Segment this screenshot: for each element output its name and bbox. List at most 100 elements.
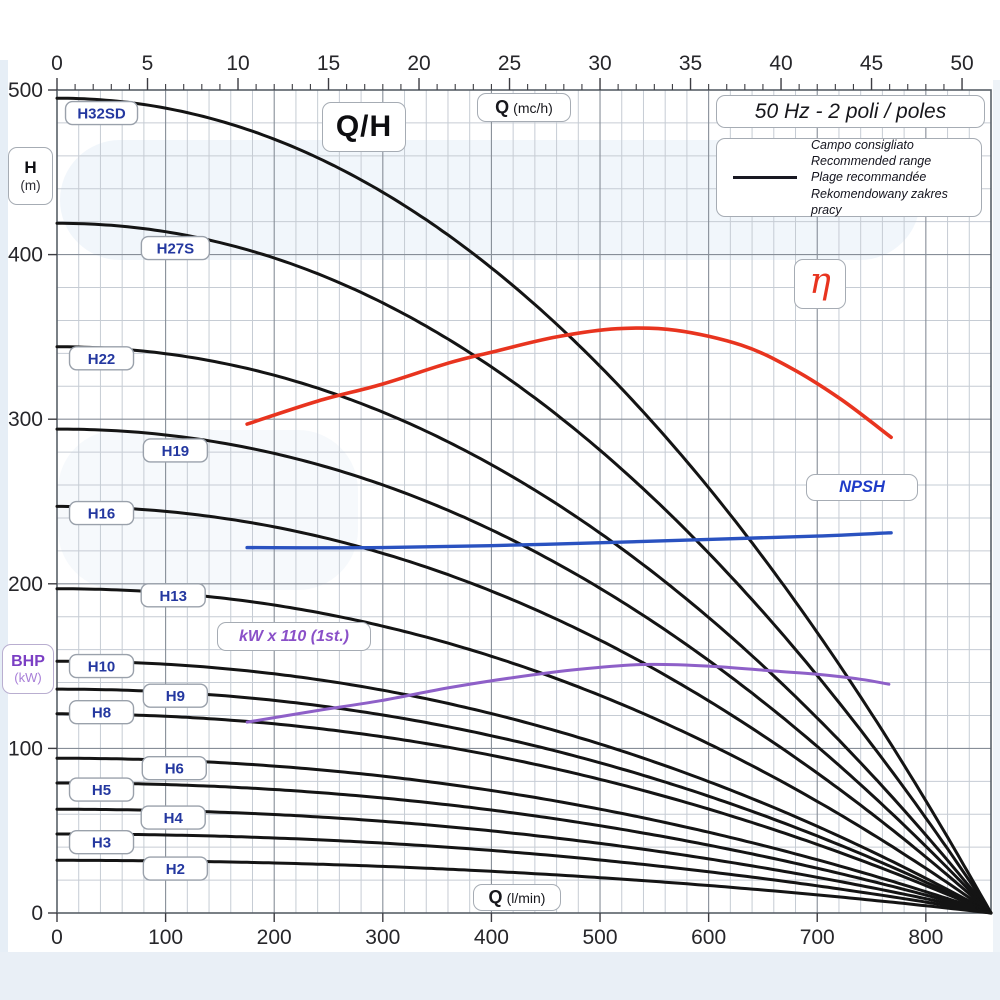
- curve-label-box-H9: [142, 683, 209, 708]
- legend-line-sample: [733, 176, 797, 179]
- legend-text: Campo consigliato: [811, 137, 914, 152]
- curve-label-box-H19: [142, 438, 209, 463]
- frequency-text: 50 Hz - 2 poli / poles: [754, 99, 947, 123]
- curve-label-H27S: H27S: [157, 241, 195, 258]
- curve-label-H5: H5: [92, 782, 111, 799]
- head-curve-H13: [55, 587, 993, 915]
- top-axis-tick-label: 30: [588, 52, 611, 75]
- bottom-axis-unit-symbol: Q: [488, 887, 503, 907]
- bottom-axis-tick-label: 500: [582, 926, 617, 949]
- chart-title: Q/H: [335, 110, 393, 143]
- curve-label-H2: H2: [166, 861, 185, 878]
- curve-label-H8: H8: [92, 705, 111, 722]
- head-curve-H4: [55, 807, 993, 915]
- top-axis-tick-label: 15: [317, 52, 340, 75]
- efficiency-symbol: η: [809, 260, 831, 302]
- bottom-axis-tick-label: 100: [148, 926, 183, 949]
- head-curve-H27S: [55, 221, 993, 915]
- bottom-axis-tick-label: 800: [908, 926, 943, 949]
- curve-label-H10: H10: [88, 659, 116, 676]
- head-curve-H6: [55, 756, 993, 915]
- bottom-axis-unit-box: Q (l/min): [473, 884, 561, 911]
- curve-label-box-H27S: [140, 235, 211, 261]
- power-label: kW x 110 (1st.): [239, 627, 349, 645]
- curve-label-H19: H19: [162, 443, 190, 460]
- head-curve-H16: [55, 504, 993, 915]
- head-curve-H2: [55, 858, 993, 915]
- curve-label-box-H6: [141, 755, 207, 781]
- head-curve-H5: [55, 781, 993, 915]
- bottom-axis-tick-label: 0: [51, 926, 63, 949]
- curve-label-box-H13: [140, 583, 206, 608]
- curve-label-H3: H3: [92, 835, 111, 852]
- top-axis-tick-label: 40: [769, 52, 792, 75]
- curve-label-H16: H16: [88, 506, 116, 523]
- head-axis-label-box: H (m): [8, 147, 53, 205]
- head-curve-H32SD: [55, 96, 993, 915]
- legend-text: Recommended range: [811, 154, 932, 169]
- top-axis-tick-label: 20: [407, 52, 430, 75]
- top-axis-tick-label: 0: [51, 52, 63, 75]
- curve-label-box-H8: [68, 699, 135, 725]
- efficiency-label-box: η: [794, 259, 846, 309]
- left-axis-tick-label: 100: [8, 737, 43, 760]
- left-axis-tick-label: 500: [8, 79, 43, 102]
- curve-label-box-H16: [68, 500, 135, 526]
- curve-label-box-H10: [68, 653, 135, 679]
- head-curve-H10: [55, 659, 993, 915]
- top-axis-tick-label: 50: [950, 52, 973, 75]
- curve-label-H6: H6: [165, 761, 184, 778]
- legend-text-block: Campo consigliato Recommended range Plag…: [811, 137, 981, 218]
- bottom-axis-tick-label: 400: [474, 926, 509, 949]
- left-axis-tick-label: 300: [8, 408, 43, 431]
- npsh-label: NPSH: [839, 478, 885, 496]
- top-axis-tick-label: 35: [679, 52, 702, 75]
- curve-label-box-H3: [68, 830, 135, 855]
- npsh-curve: [245, 531, 893, 550]
- head-curve-H9: [55, 687, 993, 915]
- legend-text: Rekomendowany zakres pracy: [811, 186, 948, 217]
- head-curve-H22: [55, 345, 993, 915]
- top-axis-unit-text: (mc/h): [513, 99, 553, 116]
- bottom-axis-tick-label: 200: [257, 926, 292, 949]
- power-axis-label-box: BHP (kW): [2, 644, 54, 694]
- power-axis-unit: (kW): [14, 669, 42, 685]
- plot-border: [56, 89, 992, 914]
- legend-box: Campo consigliato Recommended range Plag…: [716, 138, 982, 217]
- curve-label-H32SD: H32SD: [77, 106, 126, 123]
- left-axis-tick-label: 400: [8, 244, 43, 267]
- left-axis-tick-label: 200: [8, 573, 43, 596]
- curve-label-box-H4: [140, 805, 206, 830]
- left-axis-tick-label: 0: [31, 902, 43, 925]
- top-axis-tick-label: 5: [142, 52, 154, 75]
- curve-label-box-H22: [68, 346, 135, 371]
- top-axis-unit-symbol: Q: [495, 97, 510, 117]
- top-axis-tick-label: 25: [498, 52, 521, 75]
- bottom-axis-tick-label: 700: [800, 926, 835, 949]
- bottom-axis-unit-text: (l/min): [506, 889, 546, 906]
- power-axis-symbol: BHP: [11, 652, 45, 670]
- head-axis-unit: (m): [20, 178, 41, 194]
- legend-text: Plage recommandée: [811, 170, 927, 185]
- head-axis-symbol: H: [24, 158, 37, 178]
- bottom-axis-tick-label: 300: [365, 926, 400, 949]
- head-curve-H8: [55, 712, 993, 915]
- top-axis-tick-label: 45: [860, 52, 883, 75]
- curve-label-H9: H9: [166, 688, 185, 705]
- power-label-box: kW x 110 (1st.): [217, 622, 371, 651]
- head-curve-H3: [55, 832, 993, 915]
- frequency-box: 50 Hz - 2 poli / poles: [716, 95, 985, 128]
- curve-label-H4: H4: [164, 810, 184, 827]
- curve-label-H13: H13: [159, 588, 187, 605]
- power-curve: [245, 662, 891, 724]
- efficiency-curve: [245, 326, 893, 440]
- npsh-label-box: NPSH: [806, 474, 918, 501]
- curve-label-box-H2: [142, 856, 209, 881]
- bottom-axis-tick-label: 600: [691, 926, 726, 949]
- curve-label-H22: H22: [88, 351, 116, 368]
- top-axis-unit-box: Q (mc/h): [477, 93, 571, 122]
- curve-label-box-H32SD: [64, 100, 139, 126]
- chart-title-box: Q/H: [322, 102, 406, 152]
